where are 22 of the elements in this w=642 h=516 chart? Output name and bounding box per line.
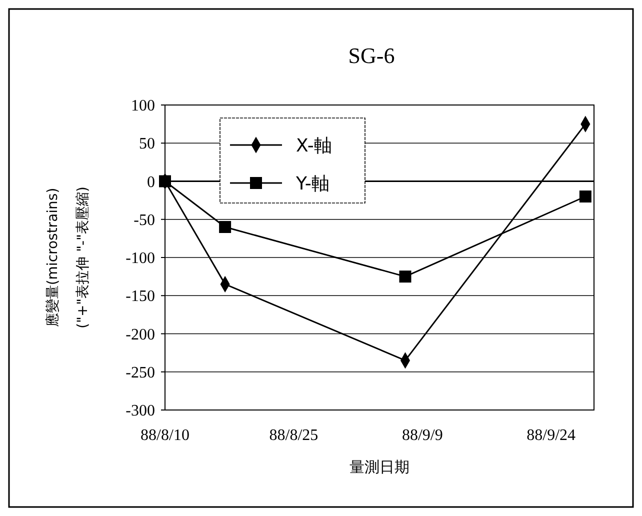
point [579,190,592,202]
x-axis-title: 量測日期 [350,458,410,476]
y-tick-label: -300 [126,402,155,420]
point [399,270,412,283]
chart-title: SG-6 [348,43,395,68]
y-tick-label: 100 [131,98,155,115]
point [159,175,171,188]
y-tick-label: -250 [126,364,155,382]
y-tick-label: -200 [126,326,155,344]
y-tick-label: -100 [126,250,155,268]
legend-label: Y-軸 [295,173,330,194]
y-tick-label: 50 [139,136,155,153]
legend-label: X-軸 [296,135,332,156]
x-tick-label: 88/9/9 [402,427,443,444]
y-tick-label: -150 [126,288,155,306]
x-tick-label: 88/9/24 [526,427,576,444]
point [219,221,232,233]
x-tick-label: 88/8/25 [269,427,318,444]
y-tick-label: 0 [147,174,155,191]
y-tick-label: -50 [134,212,155,229]
x-tick-label: 88/8/10 [140,427,190,444]
y-axis-title: 應變量(microstrains) ("+"表拉伸 "-"表壓縮) [44,186,91,328]
